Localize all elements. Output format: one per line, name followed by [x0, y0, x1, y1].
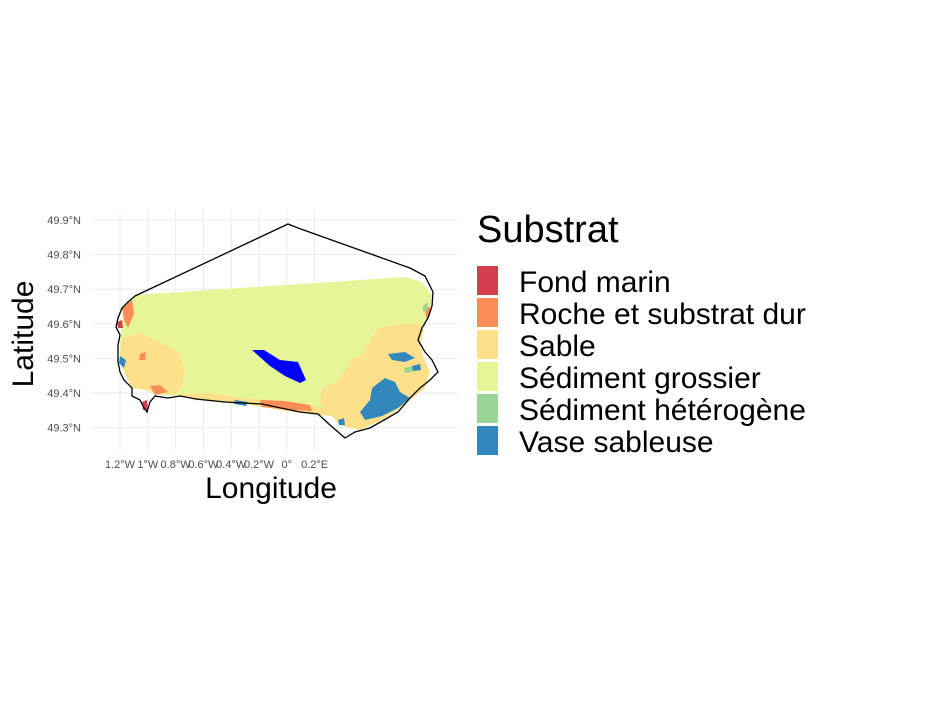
legend-title: Substrat — [477, 209, 619, 251]
x-tick-label: 1°W — [137, 459, 159, 471]
highlight-zone — [252, 350, 306, 383]
legend-key — [477, 394, 498, 423]
y-axis-ticks: 49.9°N 49.8°N 49.7°N 49.6°N 49.5°N 49.4°N 49.3… — [47, 215, 81, 435]
legend-key — [477, 362, 498, 391]
study-area-outline — [115, 223, 439, 439]
substrate-roche-2 — [122, 300, 134, 328]
y-tick-label: 49.9°N — [47, 215, 81, 227]
x-tick-label: 1.2°W — [105, 459, 136, 471]
y-tick-label: 49.7°N — [47, 284, 81, 296]
x-tick-label: 0.4°W — [216, 459, 247, 471]
x-axis-ticks: 1.2°W 1°W 0.8°W0.6°W0.4°W0.2°W 0° 0.2°E — [105, 459, 328, 471]
substrate-vase-5 — [338, 418, 345, 425]
x-tick-label: 0.8°W — [161, 459, 192, 471]
substrate-fond-marin-1 — [117, 320, 123, 328]
legend-label: Vase sableuse — [519, 426, 714, 459]
substrate-vase-6 — [412, 364, 421, 371]
substrate-heterogene-1 — [404, 366, 413, 373]
legend-key — [477, 266, 498, 295]
substrate-roche-4 — [139, 352, 146, 360]
y-tick-label: 49.5°N — [47, 353, 81, 365]
substrate-sable-west — [120, 333, 185, 395]
legend-key — [477, 330, 498, 359]
legend-label: Sable — [519, 330, 596, 363]
map-panel — [115, 223, 439, 439]
y-axis-title: Latitude — [7, 281, 40, 388]
substrate-roche-1 — [260, 400, 312, 411]
legend-label: Roche et substrat dur — [519, 298, 806, 331]
x-tick-label: 0.2°E — [301, 459, 328, 471]
substrate-vase-3 — [119, 356, 126, 368]
legend-label: Sédiment grossier — [519, 362, 761, 395]
substrate-vase-2 — [388, 352, 415, 362]
legend-label: Fond marin — [519, 266, 671, 299]
y-tick-label: 49.8°N — [47, 250, 81, 262]
legend-label: Sédiment hétérogène — [519, 394, 806, 427]
legend-key — [477, 426, 498, 455]
x-tick-label: 0° — [282, 459, 293, 471]
x-axis-title: Longitude — [205, 472, 337, 505]
x-tick-label: 0.6°W — [188, 459, 219, 471]
substrate-roche-3 — [150, 385, 168, 395]
substrate-heterogene-2 — [423, 302, 428, 312]
substrate-vase-1 — [360, 378, 410, 420]
x-tick-label: 0.2°W — [244, 459, 275, 471]
legend-key — [477, 298, 498, 327]
y-tick-label: 49.6°N — [47, 319, 81, 331]
y-tick-label: 49.3°N — [47, 423, 81, 435]
y-tick-label: 49.4°N — [47, 388, 81, 400]
